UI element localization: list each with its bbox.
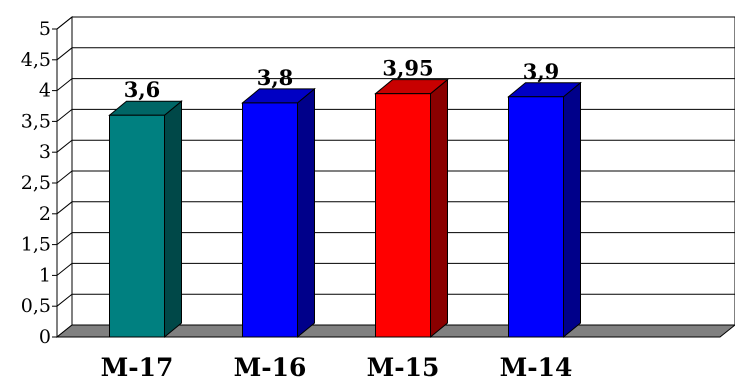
y-axis-ticks: 0 0,5 1 1,5 2 2,5 3 3,5 4 4,5 5 — [21, 18, 57, 348]
data-label: 3,6 — [124, 77, 161, 102]
category-labels: M-17 M-16 M-15 M-14 — [101, 353, 573, 382]
y-tick-label: 2 — [39, 203, 51, 225]
y-tick-label: 5 — [39, 18, 51, 40]
bar-m-17 — [108, 100, 183, 339]
data-label: 3,9 — [523, 59, 560, 84]
bars — [108, 78, 582, 339]
category-label: M-16 — [234, 353, 307, 382]
bar-side — [164, 100, 182, 339]
bar-front — [242, 102, 298, 338]
category-label: M-14 — [500, 353, 573, 382]
bar-front — [109, 114, 165, 338]
y-tick-label: 4,5 — [21, 49, 51, 71]
data-label: 3,95 — [382, 56, 433, 81]
bar-m-15 — [374, 78, 449, 339]
y-tick-label: 3 — [39, 141, 51, 163]
bar-side — [430, 78, 448, 339]
y-tick-label: 3,5 — [21, 110, 51, 132]
category-label: M-17 — [101, 353, 174, 382]
y-tick-label: 1,5 — [21, 234, 51, 256]
y-tick-label: 0,5 — [21, 295, 51, 317]
gridline — [56, 16, 735, 30]
y-tick-label: 4 — [39, 80, 51, 102]
data-labels: 3,6 3,8 3,95 3,9 — [124, 56, 560, 103]
data-label: 3,8 — [257, 65, 294, 90]
gridline — [56, 47, 735, 61]
bar-m-14 — [507, 81, 582, 339]
y-tick-label: 0 — [39, 326, 51, 348]
bar-front — [375, 93, 431, 338]
y-tick-label: 2,5 — [21, 172, 51, 194]
bar-side — [297, 87, 315, 339]
gridline — [56, 78, 735, 91]
bar-side — [563, 81, 581, 339]
category-label: M-15 — [367, 353, 440, 382]
bar-front — [508, 96, 564, 338]
y-tick-label: 1 — [39, 264, 51, 286]
bar-m-16 — [241, 87, 316, 339]
